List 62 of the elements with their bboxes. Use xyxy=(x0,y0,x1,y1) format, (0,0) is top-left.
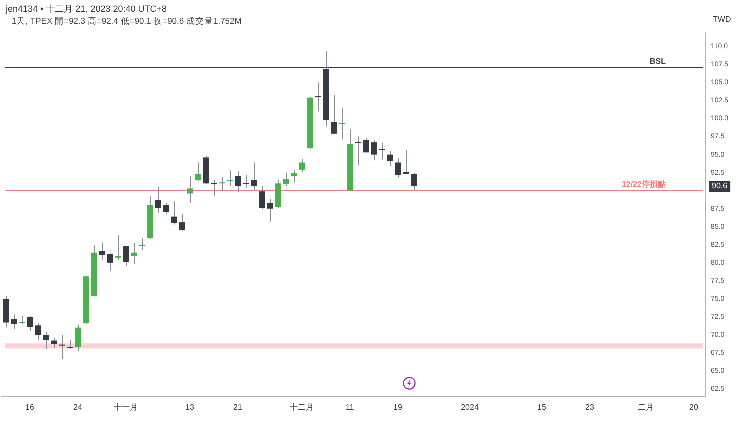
candlestick xyxy=(3,296,10,328)
candlestick xyxy=(123,246,130,268)
x-tick-label: 2024 xyxy=(461,403,480,412)
candlestick xyxy=(267,199,274,222)
x-tick-label: 十二月 xyxy=(290,403,314,412)
candlestick xyxy=(99,242,106,261)
candlestick xyxy=(211,180,218,198)
candlestick xyxy=(219,176,226,192)
x-tick-label: 19 xyxy=(394,403,403,412)
candlestick xyxy=(403,150,410,175)
candlestick xyxy=(75,324,82,352)
x-tick-label: 20 xyxy=(690,403,699,412)
candlestick xyxy=(363,138,370,154)
candlestick xyxy=(163,202,170,214)
candlestick xyxy=(35,322,42,341)
x-tick-label: 23 xyxy=(586,403,595,412)
candlestick xyxy=(291,170,298,183)
candlestick xyxy=(243,174,250,188)
candlestick xyxy=(331,94,338,134)
candlestick xyxy=(139,238,146,250)
candlestick xyxy=(195,162,202,182)
candlestick xyxy=(251,162,258,191)
candlestick xyxy=(115,235,122,261)
candlestick xyxy=(259,186,266,210)
text: 90.6 xyxy=(712,182,728,191)
candlestick xyxy=(299,158,306,173)
candlestick xyxy=(227,170,234,188)
candlestick xyxy=(107,253,114,272)
x-tick-label: 15 xyxy=(538,403,547,412)
x-tick-label: 二月 xyxy=(638,403,654,412)
candlestick xyxy=(315,82,322,112)
candlestick xyxy=(235,170,242,193)
candlestick xyxy=(275,180,282,209)
candlestick xyxy=(51,337,58,348)
candlestick xyxy=(379,142,386,160)
candlestick xyxy=(411,173,418,191)
chart-title: jen4134 • 十二月 21, 2023 20:40 UTC+8 xyxy=(6,3,167,16)
x-tick-label: 11 xyxy=(346,403,355,412)
candlestick xyxy=(131,242,138,265)
candlestick xyxy=(155,186,162,214)
y-axis-title: TWD xyxy=(713,15,732,24)
x-tick-label: 13 xyxy=(186,403,196,412)
x-tick-label: 十一月 xyxy=(114,403,138,412)
candlestick xyxy=(339,107,346,140)
candlestick xyxy=(43,332,50,350)
candlestick xyxy=(27,316,34,332)
x-tick-label: 16 xyxy=(26,403,36,412)
ref-line-label: 12/22停損點 xyxy=(622,180,666,190)
candlestick xyxy=(179,213,186,232)
candlestick xyxy=(59,334,66,360)
chart-subtitle: 1天, TPEX 開=92.3 高=92.4 低=90.1 收=90.6 成交量1.752M xyxy=(12,16,242,28)
candlestick xyxy=(187,176,194,204)
ref-line-label: BSL xyxy=(650,56,666,66)
candlestick xyxy=(371,140,378,162)
candlestick xyxy=(395,158,402,178)
candlestick xyxy=(11,314,18,330)
x-tick-label: 21 xyxy=(234,403,244,412)
candlestick xyxy=(171,201,178,226)
candlestick xyxy=(387,150,394,167)
x-tick-label: 24 xyxy=(74,403,84,412)
candlestick xyxy=(283,172,290,188)
candlestick xyxy=(355,136,362,166)
